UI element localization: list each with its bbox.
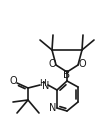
Text: N: N — [42, 81, 50, 91]
Text: N: N — [49, 103, 57, 113]
Text: H: H — [40, 78, 46, 87]
Text: B: B — [63, 70, 71, 80]
Text: O: O — [48, 59, 56, 69]
Text: O: O — [9, 76, 17, 86]
Text: O: O — [78, 59, 86, 69]
